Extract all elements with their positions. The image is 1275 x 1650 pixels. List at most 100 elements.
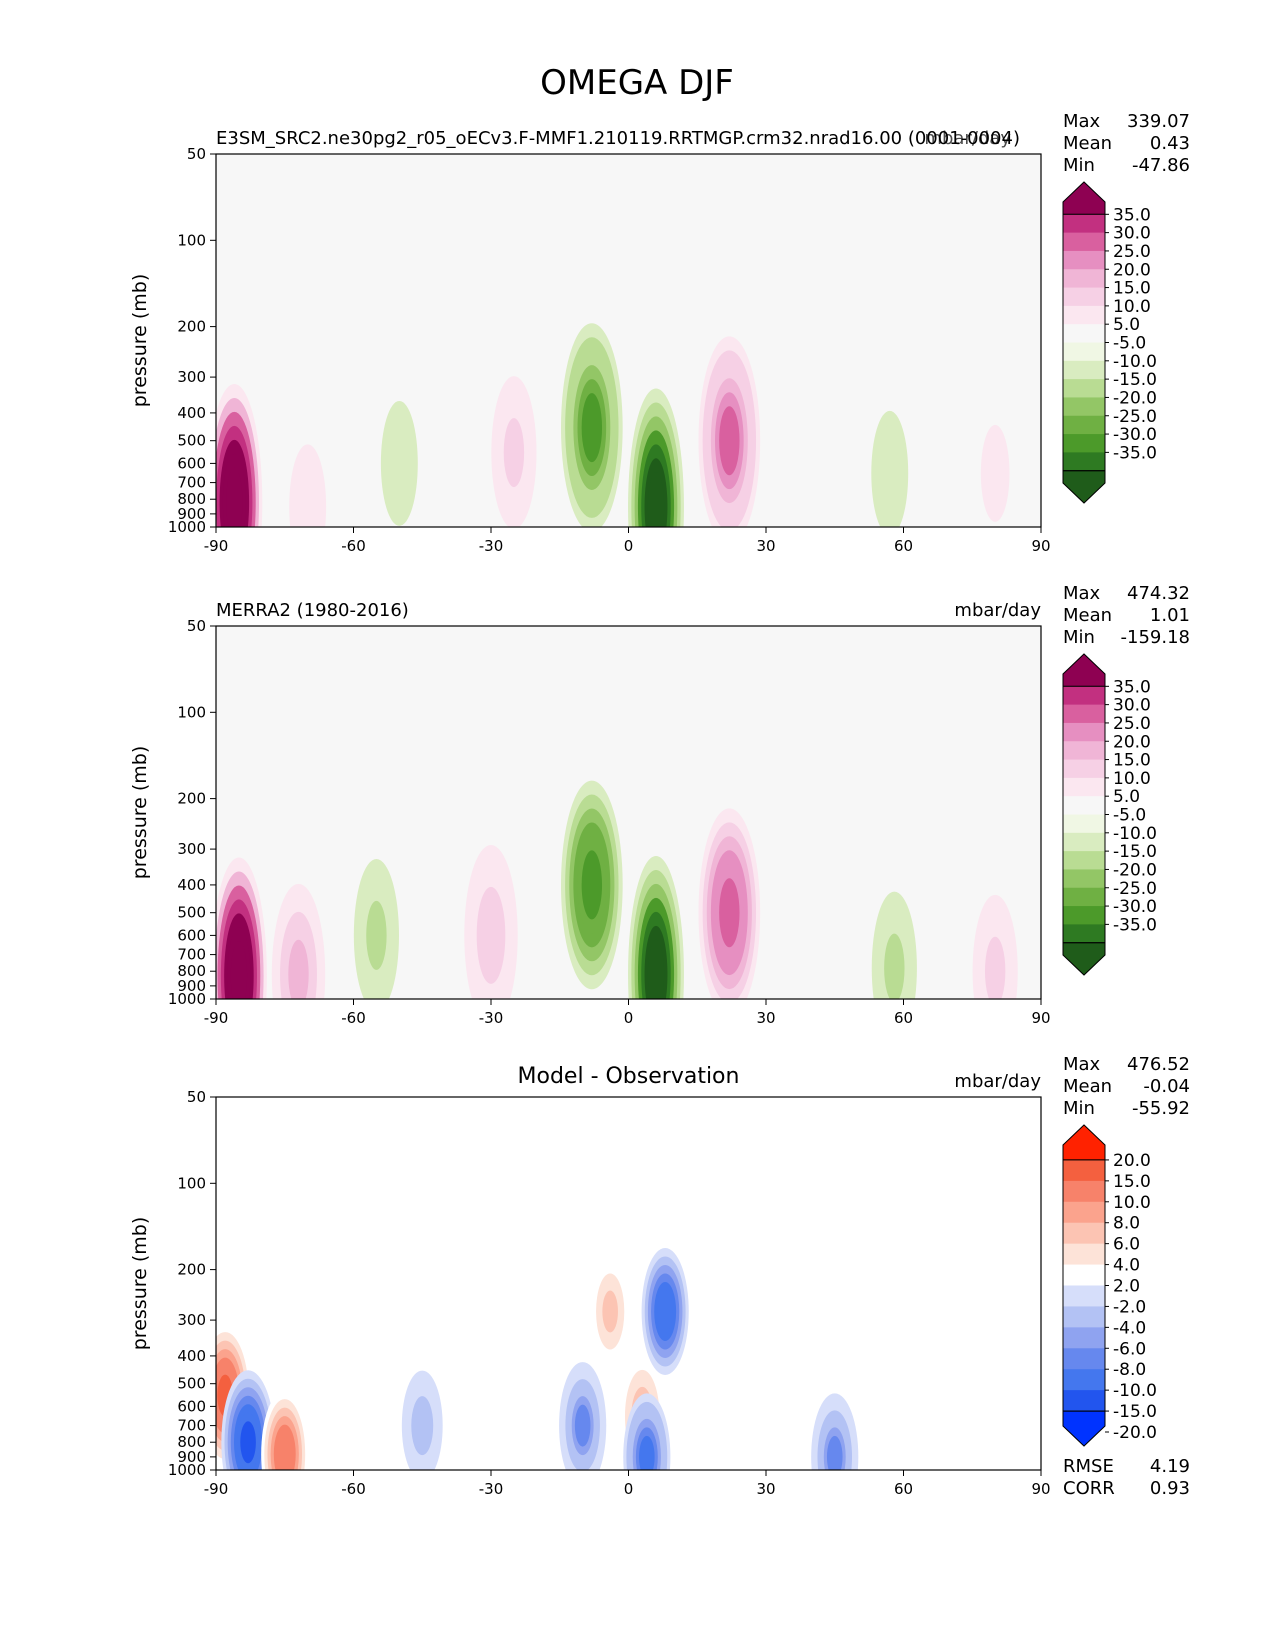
colorbar-swatch (1062, 181, 1106, 215)
x-tick-label: 90 (1031, 537, 1050, 555)
colorbar-label: 10.0 (1113, 297, 1151, 317)
x-tick-label: -60 (341, 1009, 366, 1027)
contour-level (297, 472, 318, 527)
y-tick-label: 600 (177, 1397, 206, 1415)
x-tick-label: 30 (756, 1480, 775, 1498)
colorbar-label: 35.0 (1113, 205, 1151, 225)
stat-mean-label: Mean (1063, 133, 1112, 154)
figure-title: OMEGA DJF (540, 63, 734, 103)
colorbar-label: -35.0 (1113, 915, 1157, 935)
y-tick-label: 300 (177, 368, 206, 386)
colorbar-swatch (1063, 232, 1105, 252)
contour-level (657, 1290, 673, 1333)
contour-level (984, 936, 1006, 999)
panel-units: mbar/day (924, 128, 1011, 149)
contour-level (389, 428, 410, 498)
y-tick-label: 50 (187, 1088, 206, 1106)
colorbar-label: 15.0 (1113, 279, 1151, 299)
stat-mean-label: Mean (1063, 1076, 1112, 1097)
colorbar-label: -30.0 (1113, 897, 1157, 917)
colorbar-label: -20.0 (1113, 860, 1157, 880)
colorbar-label: -30.0 (1113, 425, 1157, 445)
colorbar-swatch (1063, 869, 1105, 889)
contour-level (647, 472, 665, 527)
contour-level (226, 467, 243, 527)
y-tick-label: 800 (177, 490, 206, 508)
y-tick-label: 700 (177, 946, 206, 964)
stat-max-value: 339.07 (1127, 111, 1190, 132)
y-tick-label: 200 (177, 790, 206, 808)
contour-level (503, 418, 525, 488)
contour-level (895, 1318, 912, 1361)
y-tick-label: 400 (177, 876, 206, 894)
colorbar-label: 15.0 (1113, 751, 1151, 771)
y-axis-label: pressure (mb) (129, 746, 151, 880)
contour-level (884, 933, 905, 999)
y-axis-label: pressure (mb) (129, 1217, 151, 1351)
colorbar-label: -10.0 (1113, 1381, 1157, 1401)
colorbar-swatch (1063, 1285, 1105, 1307)
stat-min-value: -55.92 (1132, 1098, 1190, 1119)
contour-level (879, 438, 900, 508)
y-tick-label: 1000 (168, 1461, 206, 1479)
y-tick-label: 100 (177, 703, 206, 721)
colorbar-label: 25.0 (1113, 714, 1151, 734)
x-tick-label: -30 (479, 1480, 504, 1498)
y-tick-label: 1000 (168, 990, 206, 1008)
colorbar-swatch (1063, 305, 1105, 325)
colorbar-swatch (1063, 686, 1105, 706)
colorbar-label: -8.0 (1113, 1360, 1146, 1380)
contour-level (366, 900, 387, 970)
plot-background (216, 626, 1041, 999)
colorbar-label: 30.0 (1113, 224, 1151, 244)
contour-level (602, 1290, 618, 1333)
panel-title: MERRA2 (1980-2016) (216, 600, 409, 621)
y-tick-label: 800 (177, 1433, 206, 1451)
colorbar-swatch (1063, 851, 1105, 870)
y-axis-label: pressure (mb) (129, 274, 151, 408)
contour-field (216, 780, 1018, 999)
colorbar-label: -4.0 (1113, 1318, 1146, 1338)
y-tick-label: 800 (177, 962, 206, 980)
x-tick-label: -60 (341, 1480, 366, 1498)
stat-mean-label: Mean (1063, 605, 1112, 626)
stat-max-label: Max (1063, 583, 1101, 604)
stat-min-label: Min (1063, 1098, 1095, 1119)
stat-max-value: 474.32 (1127, 583, 1190, 604)
y-tick-label: 500 (177, 432, 206, 450)
colorbar-label: -35.0 (1113, 443, 1157, 463)
colorbar-label: 5.0 (1113, 315, 1140, 335)
x-tick-label: 90 (1031, 1480, 1050, 1498)
colorbar-swatch (1063, 287, 1105, 307)
contour-field (216, 1248, 918, 1470)
y-tick-label: 200 (177, 1261, 206, 1279)
colorbar-label: 2.0 (1113, 1277, 1140, 1297)
x-tick-label: 90 (1031, 1009, 1050, 1027)
colorbar-swatch (1063, 1327, 1105, 1349)
contour-level (719, 406, 740, 476)
y-tick-label: 600 (177, 454, 206, 472)
colorbar-swatch (1063, 924, 1105, 944)
colorbar-swatch (1063, 397, 1105, 417)
colorbar-swatch (1063, 722, 1105, 742)
y-tick-label: 200 (177, 318, 206, 336)
panel-title: Model - Observation (518, 1064, 740, 1089)
colorbar-label: 20.0 (1113, 1151, 1151, 1171)
contour-level (826, 1435, 843, 1470)
y-tick-label: 50 (187, 145, 206, 163)
colorbar-swatch (1063, 415, 1105, 435)
y-tick-label: 700 (177, 474, 206, 492)
y-tick-label: 100 (177, 231, 206, 249)
colorbar-label: 10.0 (1113, 769, 1151, 789)
stat-rmse-value: 4.19 (1150, 1456, 1190, 1477)
colorbar-label: -5.0 (1113, 334, 1146, 354)
contour-level (581, 393, 603, 463)
colorbar-swatch (1063, 342, 1105, 362)
y-tick-label: 900 (177, 505, 206, 523)
contour-field (216, 323, 1010, 527)
colorbar: 35.030.025.020.015.010.05.0-5.0-10.0-15.… (1062, 653, 1157, 976)
colorbar-swatch (1063, 741, 1105, 761)
colorbar-swatch (1062, 1124, 1106, 1161)
